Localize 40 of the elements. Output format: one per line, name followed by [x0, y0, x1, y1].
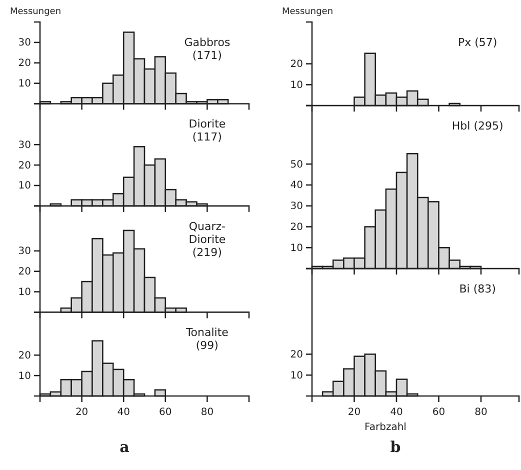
text: Tonalite (99): [184, 326, 229, 352]
y-tick-label: 10: [290, 242, 303, 254]
y-tick-label: 10: [18, 180, 31, 192]
x-tick-label: 60: [159, 407, 172, 418]
text: Diorite (117): [188, 118, 226, 144]
y-tick-label: 20: [290, 58, 303, 70]
y-tick-label: 30: [18, 140, 31, 151]
y-tick-label: 30: [18, 38, 31, 49]
y-tick-label: 20: [18, 350, 31, 362]
y-tick-label: 10: [290, 370, 303, 382]
y-tick-label: 10: [18, 286, 31, 298]
x-tick-label: 60: [432, 407, 446, 418]
x-tick-label: 20: [348, 407, 361, 418]
x-axis-title: Farbzahl: [364, 422, 406, 433]
y-tick-label: 20: [290, 349, 303, 360]
x-tick-label: 80: [474, 407, 488, 418]
x-tick-label: 40: [390, 407, 403, 418]
y-tick-label: 20: [18, 160, 31, 172]
y-tick-label: 10: [18, 370, 31, 382]
y-axis-title: Messungen: [10, 7, 62, 17]
text: Quarz-Diorite (219): [188, 220, 226, 259]
text: Hbl (295): [452, 120, 504, 133]
text: a: [120, 438, 130, 456]
text: Gabbros (171): [184, 36, 230, 62]
text: b: [390, 438, 401, 456]
y-tick-label: 40: [290, 180, 303, 192]
y-tick-label: 50: [290, 159, 303, 170]
text: Px (57): [458, 36, 498, 49]
x-tick-label: 40: [117, 407, 130, 418]
x-tick-label: 20: [75, 407, 88, 418]
x-tick-label: 80: [200, 407, 214, 418]
y-tick-label: 10: [18, 78, 31, 90]
y-tick-label: 20: [290, 222, 303, 233]
text: Bi (83): [459, 282, 496, 296]
y-tick-label: 30: [290, 201, 303, 212]
y-tick-label: 30: [18, 246, 31, 258]
y-axis-title: Messungen: [282, 7, 334, 17]
y-tick-label: 20: [18, 266, 31, 278]
y-tick-label: 10: [290, 80, 303, 91]
y-tick-label: 20: [18, 58, 31, 70]
